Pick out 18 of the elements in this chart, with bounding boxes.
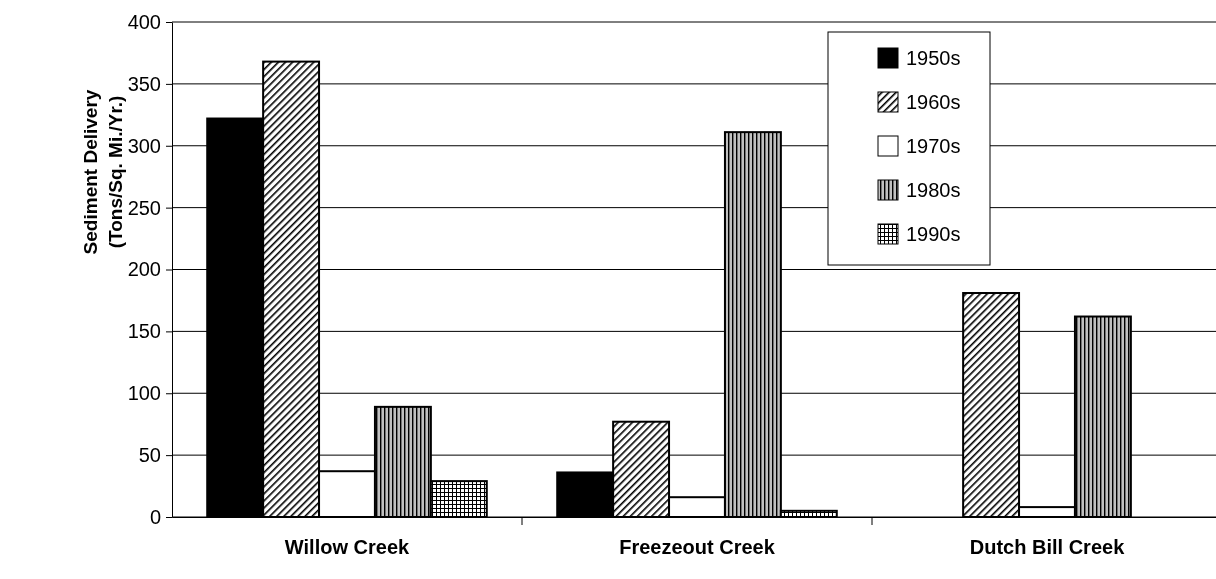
legend-label: 1980s — [906, 179, 961, 201]
y-tick-label: 100 — [127, 382, 161, 405]
y-tick-label: 0 — [149, 505, 161, 528]
y-tick-label: 200 — [127, 258, 161, 281]
x-tick-label: Dutch Bill Creek — [969, 536, 1126, 558]
y-tick-label: 300 — [127, 134, 161, 157]
legend-label: 1950s — [906, 47, 961, 69]
legend-label: 1960s — [906, 91, 961, 113]
y-tick-label: 50 — [138, 444, 161, 467]
x-tick-label: Willow Creek — [284, 536, 411, 558]
y-axis-title: Sediment Delivery (Tons/Sq. Mi./Yr.) — [80, 89, 126, 255]
y-tick-label: 400 — [127, 10, 161, 33]
y-tick-label: 350 — [127, 72, 161, 95]
legend-label: 1990s — [906, 223, 961, 245]
legend-label: 1970s — [906, 135, 961, 157]
x-tick-label: Freezeout Creek — [619, 536, 776, 558]
y-tick-label: 150 — [127, 320, 161, 343]
y-tick-label: 250 — [127, 196, 161, 219]
